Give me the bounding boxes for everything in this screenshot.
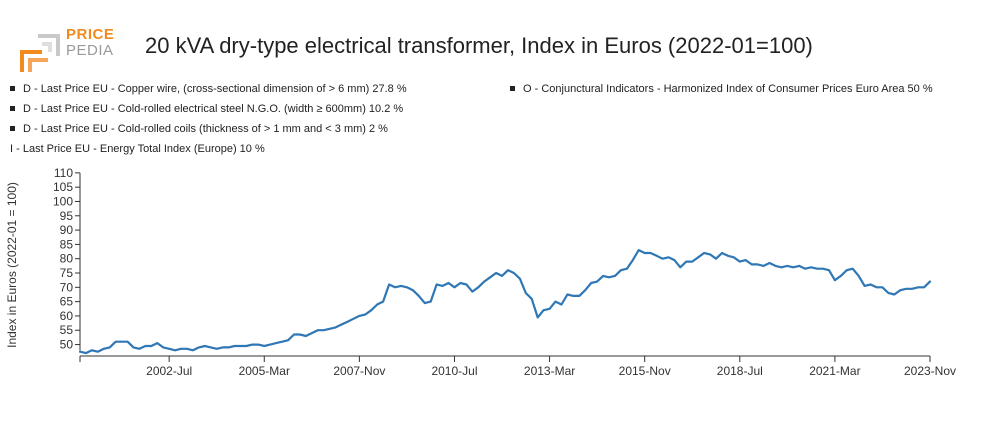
y-tick-label: 50 xyxy=(60,338,74,352)
x-tick-label: 2015-Nov xyxy=(619,364,671,378)
x-tick-label: 2005-Mar xyxy=(239,364,290,378)
x-tick-label: 2010-Jul xyxy=(431,364,477,378)
pricepedia-logo: PRICE PEDIA xyxy=(18,26,128,74)
x-tick-label: 2023-Nov xyxy=(904,364,956,378)
legend-marker-icon xyxy=(510,85,515,91)
x-tick-label: 2007-Nov xyxy=(333,364,385,378)
legend-item-hicp: O - Conjunctural Indicators - Harmonized… xyxy=(510,82,933,96)
chart-title: 20 kVA dry-type electrical transformer, … xyxy=(145,33,813,58)
logo-word-pedia: PEDIA xyxy=(66,42,114,59)
legend-marker-icon xyxy=(10,85,15,91)
x-tick-label: 2013-Mar xyxy=(524,364,575,378)
x-axis: 2002-Jul 2005-Mar 2007-Nov 2010-Jul 2013-Mar… xyxy=(79,355,956,378)
legend-marker-icon xyxy=(10,105,15,111)
x-tick-label: 2021-Mar xyxy=(809,364,860,378)
y-tick-label: 105 xyxy=(53,180,73,194)
y-tick-label: 95 xyxy=(60,209,74,223)
y-axis-label: Index in Euros (2022-01 = 100) xyxy=(5,182,19,348)
series-line xyxy=(78,249,932,355)
y-tick-label: 60 xyxy=(60,309,74,323)
y-tick-label: 100 xyxy=(53,194,73,208)
x-tick-label: 2002-Jul xyxy=(146,364,192,378)
legend-item-energy: I - Last Price EU - Energy Total Index (… xyxy=(10,142,265,156)
x-tick-label: 2018-Jul xyxy=(717,364,763,378)
logo-mark-icon xyxy=(20,34,60,72)
y-tick-label: 70 xyxy=(60,280,74,294)
chart-legend: D - Last Price EU - Copper wire, (cross-… xyxy=(0,82,985,162)
legend-label: I - Last Price EU - Energy Total Index (… xyxy=(10,143,265,155)
y-tick-label: 65 xyxy=(60,295,74,309)
y-tick-label: 75 xyxy=(60,266,74,280)
legend-label: D - Last Price EU - Cold-rolled coils (t… xyxy=(23,123,388,135)
legend-item-copper: D - Last Price EU - Copper wire, (cross-… xyxy=(10,82,407,96)
y-tick-label: 90 xyxy=(60,223,74,237)
y-tick-label: 110 xyxy=(54,166,73,180)
legend-label: O - Conjunctural Indicators - Harmonized… xyxy=(523,83,933,95)
y-tick-label: 55 xyxy=(60,323,74,337)
series-layer xyxy=(78,249,932,355)
legend-label: D - Last Price EU - Copper wire, (cross-… xyxy=(23,83,407,95)
legend-label: D - Last Price EU - Cold-rolled electric… xyxy=(23,103,404,115)
legend-item-coils: D - Last Price EU - Cold-rolled coils (t… xyxy=(10,122,388,136)
logo-word-price: PRICE xyxy=(66,26,115,43)
y-tick-label: 85 xyxy=(60,237,74,251)
legend-marker-icon xyxy=(10,125,15,131)
legend-item-electrical-steel: D - Last Price EU - Cold-rolled electric… xyxy=(10,102,403,116)
y-tick-label: 80 xyxy=(60,252,74,266)
